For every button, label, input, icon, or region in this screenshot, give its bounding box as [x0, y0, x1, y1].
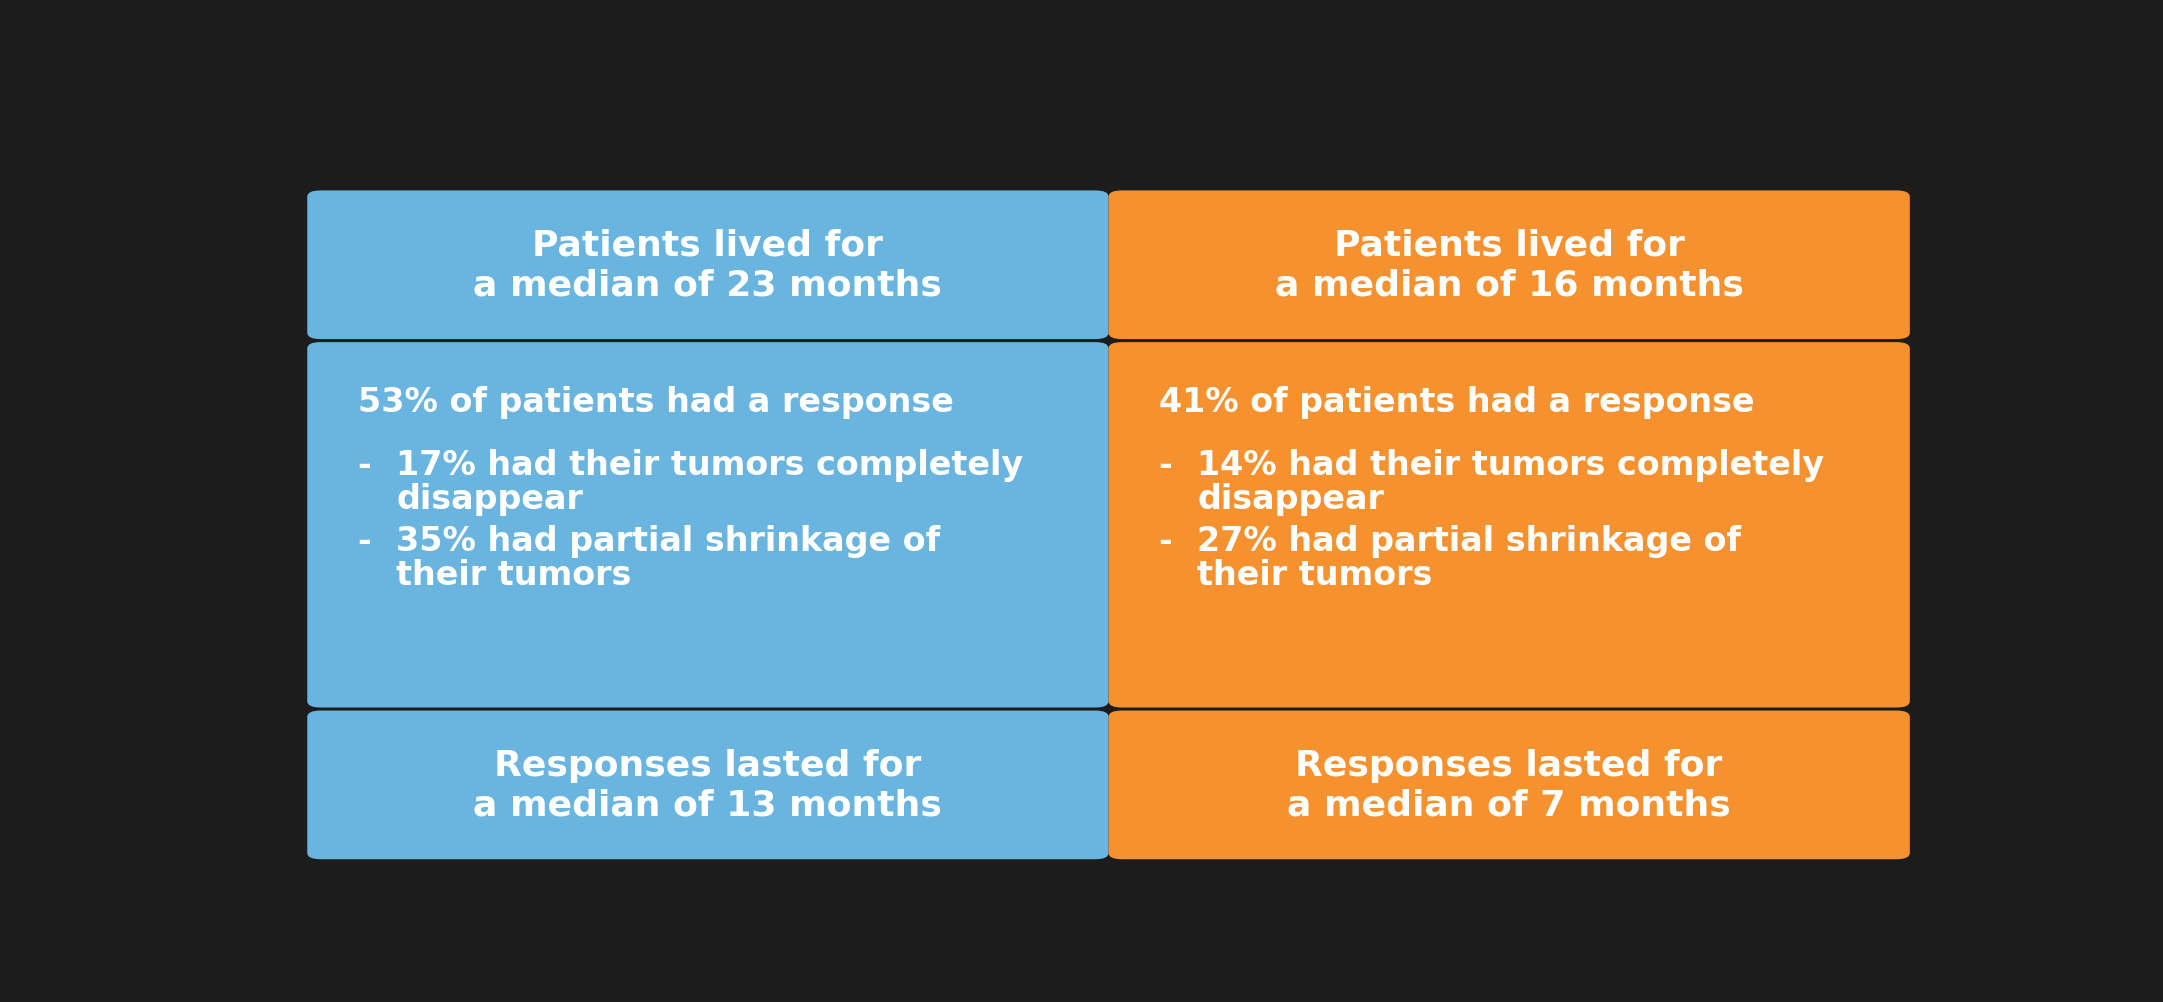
Text: -: -	[357, 449, 383, 482]
Text: -: -	[357, 525, 383, 557]
FancyBboxPatch shape	[1107, 710, 1910, 860]
Text: a median of 23 months: a median of 23 months	[474, 269, 943, 303]
Text: Responses lasted for: Responses lasted for	[1296, 748, 1724, 782]
Text: a median of 16 months: a median of 16 months	[1274, 269, 1743, 303]
FancyBboxPatch shape	[307, 191, 1107, 340]
Text: their tumors: their tumors	[1198, 558, 1432, 591]
FancyBboxPatch shape	[307, 710, 1107, 860]
Text: 35% had partial shrinkage of: 35% had partial shrinkage of	[396, 525, 941, 557]
FancyBboxPatch shape	[1107, 343, 1910, 707]
FancyBboxPatch shape	[307, 343, 1107, 707]
Text: disappear: disappear	[1198, 483, 1384, 516]
Text: 53% of patients had a response: 53% of patients had a response	[357, 386, 954, 419]
Text: 14% had their tumors completely: 14% had their tumors completely	[1198, 449, 1823, 482]
Text: a median of 13 months: a median of 13 months	[474, 789, 943, 823]
FancyBboxPatch shape	[1107, 191, 1910, 340]
Text: Patients lived for: Patients lived for	[1335, 228, 1685, 263]
Text: Responses lasted for: Responses lasted for	[493, 748, 921, 782]
Text: their tumors: their tumors	[396, 558, 632, 591]
Text: 27% had partial shrinkage of: 27% had partial shrinkage of	[1198, 525, 1741, 557]
Text: 17% had their tumors completely: 17% had their tumors completely	[396, 449, 1023, 482]
Text: a median of 7 months: a median of 7 months	[1287, 789, 1730, 823]
Text: Patients lived for: Patients lived for	[532, 228, 883, 263]
Text: disappear: disappear	[396, 483, 584, 516]
Text: -: -	[1159, 525, 1183, 557]
Text: -: -	[1159, 449, 1183, 482]
Text: 41% of patients had a response: 41% of patients had a response	[1159, 386, 1754, 419]
